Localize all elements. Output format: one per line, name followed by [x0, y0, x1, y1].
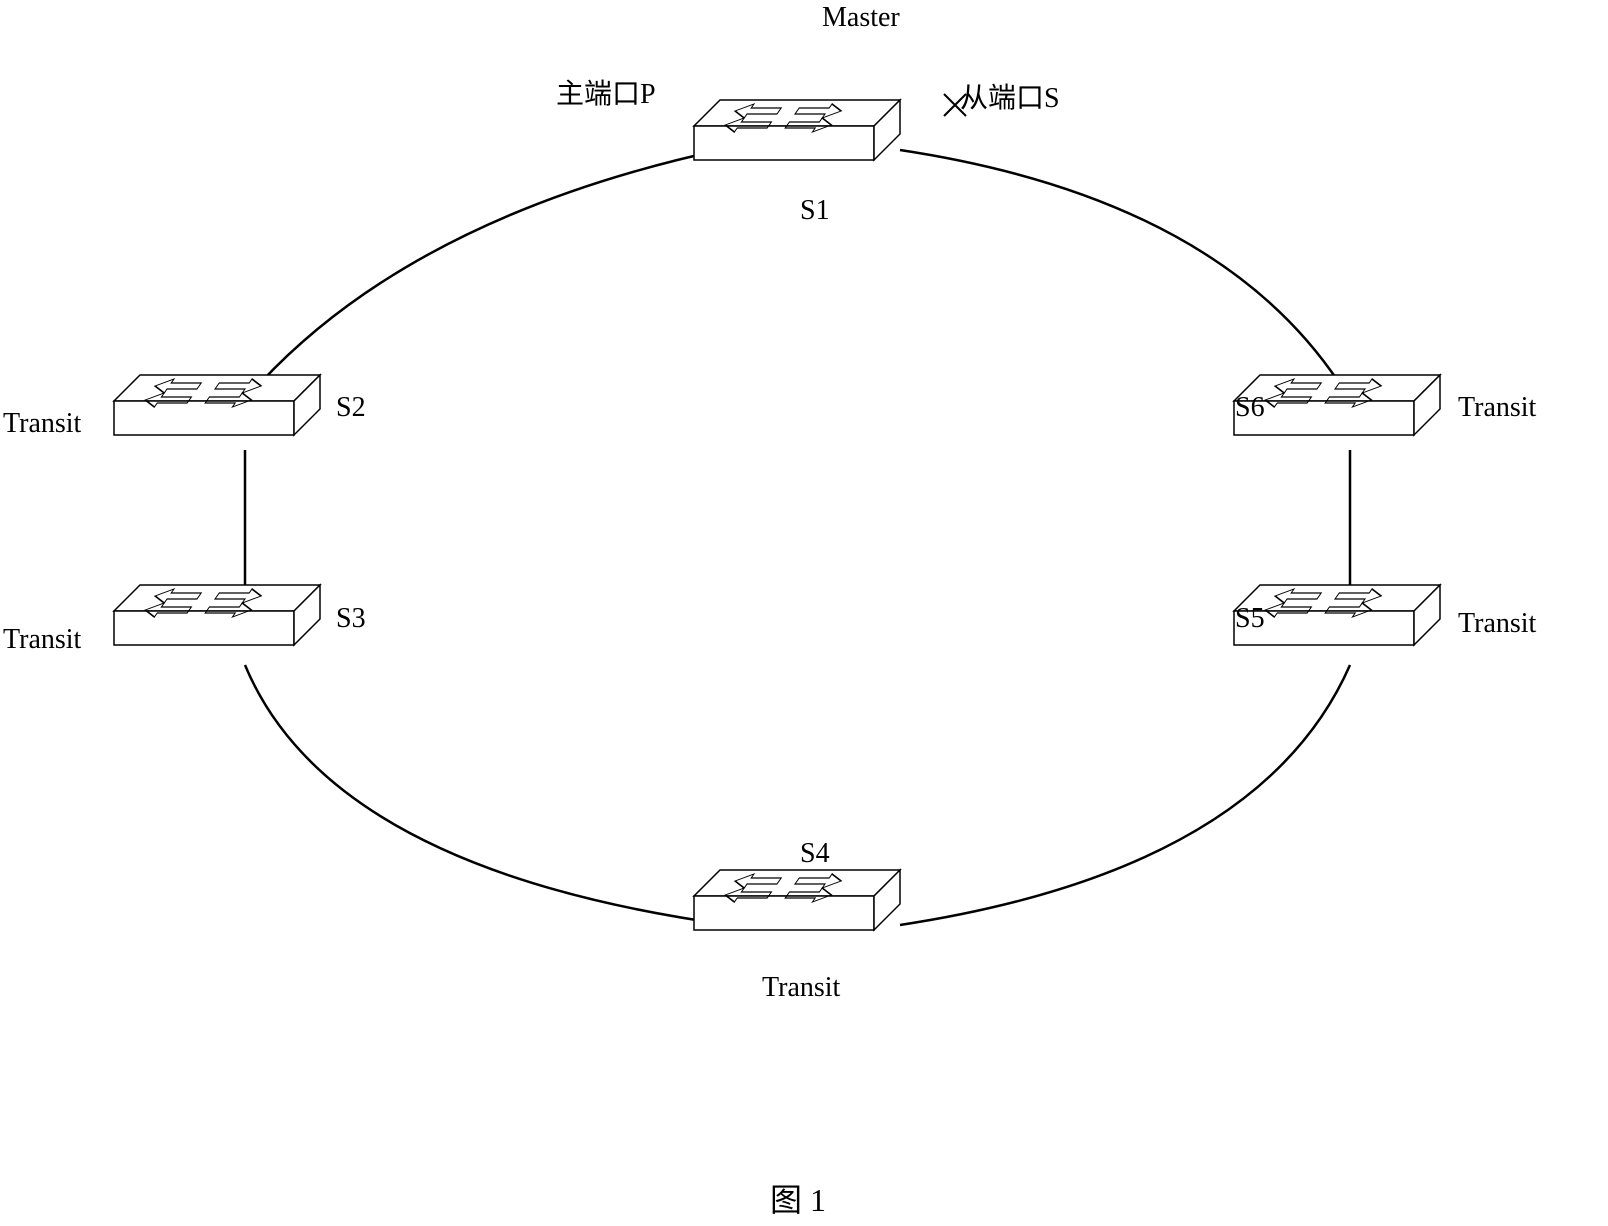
node-role-S5: Transit: [1458, 608, 1536, 640]
edge-S6-S1: [900, 150, 1350, 400]
node-role-S6: Transit: [1458, 392, 1536, 424]
node-id-S6: S6: [1235, 392, 1265, 424]
switch-S1: [694, 100, 900, 160]
node-id-S5: S5: [1235, 603, 1265, 635]
figure-caption: 图 1: [770, 1175, 826, 1221]
edge-S1-S2: [245, 150, 720, 400]
node-S1-extra-0: 主端口P: [556, 72, 656, 112]
switch-S4: [694, 870, 900, 930]
switch-S3: [114, 585, 320, 645]
edge-S3-S4: [245, 665, 730, 925]
switch-S6: [1234, 375, 1440, 435]
node-id-S4: S4: [800, 838, 830, 870]
node-role-S1: Master: [822, 2, 900, 34]
switch-S5: [1234, 585, 1440, 645]
node-id-S2: S2: [336, 392, 366, 424]
node-S1-extra-1: 从端口S: [960, 76, 1060, 116]
node-role-S4: Transit: [762, 972, 840, 1004]
diagram-canvas: [0, 0, 1608, 1221]
node-id-S3: S3: [336, 603, 366, 635]
node-id-S1: S1: [800, 195, 830, 227]
edge-S4-S5: [900, 665, 1350, 925]
network-svg: [0, 0, 1608, 1221]
switch-S2: [114, 375, 320, 435]
node-role-S3: Transit: [3, 624, 81, 656]
node-role-S2: Transit: [3, 408, 81, 440]
